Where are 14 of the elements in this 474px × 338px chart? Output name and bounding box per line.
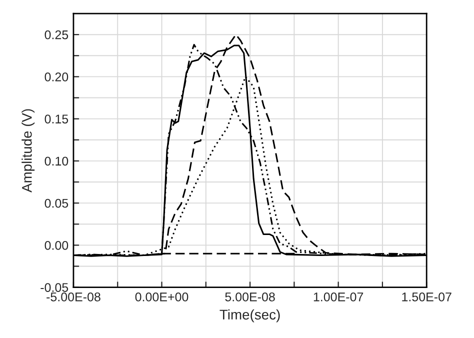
x-tick-label: 0.00E+00 [135, 292, 188, 302]
y-tick-label: -0.05 [40, 283, 68, 292]
x-tick-label: 5.00E-08 [225, 292, 275, 302]
y-tick-label: 0.25 [44, 30, 68, 40]
x-tick-label: -5.00E-08 [46, 292, 100, 302]
y-tick-label: 0.15 [44, 114, 68, 124]
x-axis-title: Time(sec) [220, 309, 280, 322]
x-tick-label: 1.50E-07 [402, 292, 452, 302]
y-tick-label: 0.00 [44, 240, 68, 250]
y-tick-label: 0.05 [44, 198, 68, 208]
y-tick-label: 0.20 [44, 72, 68, 82]
y-tick-label: 0.10 [44, 156, 68, 166]
y-axis-title: Amplitude (V) [22, 109, 35, 192]
x-tick-label: 1.00E-07 [314, 292, 364, 302]
